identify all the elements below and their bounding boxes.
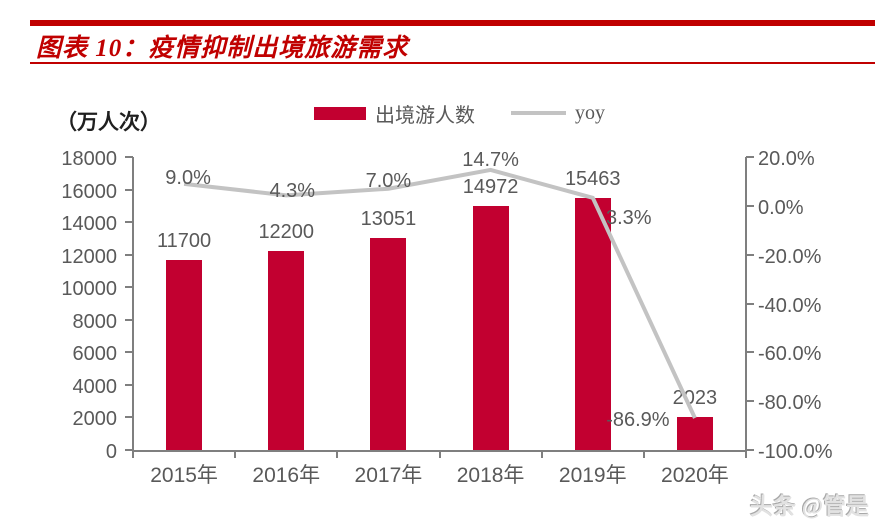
yoy-point-label: 4.3% bbox=[269, 180, 316, 203]
x-axis-tick bbox=[132, 450, 134, 458]
y-axis-right-tick bbox=[746, 400, 754, 403]
legend-line-swatch bbox=[511, 111, 566, 115]
x-axis-tick bbox=[642, 450, 645, 458]
y-axis-left-tick-label: 0 bbox=[105, 441, 117, 463]
y-axis-left-tick-label: 2000 bbox=[72, 408, 118, 431]
y-axis-right-tick-label: -60.0% bbox=[758, 343, 822, 366]
y-axis-left-tick bbox=[125, 221, 133, 224]
y-axis-left-tick bbox=[125, 318, 133, 321]
bar-2017年 bbox=[370, 237, 407, 450]
y-axis-right-tick-label: -80.0% bbox=[758, 392, 822, 415]
bar-2015年 bbox=[166, 259, 203, 450]
y-axis-left-tick bbox=[125, 156, 133, 158]
x-axis-tick bbox=[234, 450, 237, 458]
watermark: 头条 @管是 bbox=[750, 494, 870, 519]
legend-bar-label: 出境游人数 bbox=[375, 104, 475, 127]
bar-2016年 bbox=[268, 251, 305, 450]
bar-2020年 bbox=[676, 417, 713, 450]
bar-value-label: 2023 bbox=[672, 387, 718, 410]
y-axis-right-tick-label: -20.0% bbox=[758, 245, 822, 268]
y-axis-right-tick bbox=[746, 156, 754, 158]
y-axis-left-tick bbox=[125, 188, 133, 191]
yoy-point-label: 14.7% bbox=[462, 148, 519, 171]
y-axis-left-tick bbox=[125, 416, 133, 419]
title-rule-bottom bbox=[30, 62, 875, 64]
legend-bar-swatch bbox=[314, 106, 366, 120]
y-axis-left-tick-label: 12000 bbox=[61, 245, 117, 268]
x-axis-category-label: 2015年 bbox=[150, 464, 218, 487]
y-axis-right-tick bbox=[746, 253, 754, 256]
figure-title: 图表 10：疫情抑制出境旅游需求 bbox=[36, 35, 409, 62]
y-axis-right-tick bbox=[746, 302, 754, 305]
title-rule-top bbox=[30, 20, 875, 26]
x-axis-tick bbox=[438, 450, 441, 458]
yoy-point-label: 7.0% bbox=[365, 169, 412, 192]
y-axis-left-tick-label: 6000 bbox=[72, 343, 118, 366]
x-axis-category-label: 2016年 bbox=[252, 464, 321, 487]
y-axis-right-tick-label: -40.0% bbox=[758, 294, 822, 317]
y-axis-right-tick-label: -100.0% bbox=[758, 441, 833, 463]
y-axis-left-tick-label: 18000 bbox=[61, 148, 117, 170]
left-axis-unit-label: （万人次） bbox=[56, 110, 161, 134]
y-axis-left-tick-label: 10000 bbox=[61, 278, 117, 301]
yoy-point-label: 9.0% bbox=[165, 166, 211, 189]
x-axis-tick bbox=[336, 450, 339, 458]
y-axis-right-tick bbox=[746, 351, 754, 354]
bar-2018年 bbox=[472, 206, 509, 450]
y-axis-right-tick bbox=[746, 204, 754, 207]
yoy-point-label: 3.3% bbox=[605, 206, 652, 229]
x-axis-tick bbox=[540, 450, 543, 458]
y-axis-right-tick-label: 20.0% bbox=[758, 148, 815, 170]
y-axis-left-tick-label: 4000 bbox=[72, 375, 118, 398]
x-axis-category-label: 2018年 bbox=[456, 464, 525, 487]
y-axis-left-tick bbox=[125, 449, 133, 451]
y-axis-right-tick bbox=[746, 449, 754, 451]
legend: 出境游人数 yoy bbox=[153, 101, 766, 127]
x-axis-category-label: 2017年 bbox=[354, 464, 423, 487]
x-axis-tick bbox=[745, 450, 747, 458]
y-axis-left-tick bbox=[125, 351, 133, 354]
yoy-point-label: -86.9% bbox=[606, 409, 670, 431]
y-axis-left-tick-label: 8000 bbox=[72, 310, 118, 333]
y-axis-right-tick-label: 0.0% bbox=[758, 196, 804, 219]
y-axis-left-tick bbox=[125, 253, 133, 256]
y-axis-left-tick bbox=[125, 383, 133, 386]
x-axis-category-label: 2020年 bbox=[661, 464, 729, 487]
y-axis-left-tick bbox=[125, 286, 133, 289]
y-axis-left bbox=[132, 157, 134, 450]
y-axis-left-tick-label: 14000 bbox=[61, 213, 117, 236]
y-axis-left-tick-label: 16000 bbox=[61, 180, 117, 203]
bar-value-label: 13051 bbox=[360, 207, 417, 230]
x-axis-category-label: 2019年 bbox=[558, 464, 627, 487]
legend-line-label: yoy bbox=[575, 101, 605, 124]
